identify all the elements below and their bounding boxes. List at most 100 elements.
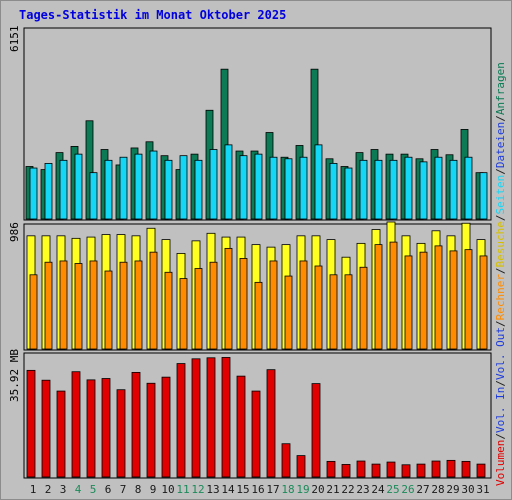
bar-volumen-day-25: [386, 461, 396, 478]
bar-seiten-day-19: [299, 156, 308, 220]
day-label-6: 6: [105, 483, 112, 496]
ymax-label-middle: 986: [8, 222, 21, 242]
bar-volumen-day-2: [41, 379, 51, 478]
day-label-17: 17: [266, 483, 279, 496]
day-label-11: 11: [176, 483, 189, 496]
bar-volumen-day-20: [311, 383, 321, 478]
bar-seiten-day-12: [194, 159, 203, 220]
day-label-8: 8: [135, 483, 142, 496]
day-label-31: 31: [476, 483, 489, 496]
bar-seiten-day-13: [209, 149, 218, 220]
day-label-23: 23: [356, 483, 369, 496]
day-label-18: 18: [281, 483, 294, 496]
day-label-10: 10: [161, 483, 174, 496]
legend-part-7: /: [494, 267, 507, 274]
legend-part-4: Vol. Out: [494, 327, 507, 380]
bar-seiten-day-10: [164, 159, 173, 220]
legend-part-5: /: [494, 320, 507, 327]
bar-volumen-day-16: [251, 390, 261, 478]
bar-seiten-day-11: [179, 155, 188, 220]
legend-part-11: /: [494, 168, 507, 175]
day-label-30: 30: [461, 483, 474, 496]
bar-seiten-day-17: [269, 156, 278, 220]
bar-rechner-day-24: [374, 244, 383, 350]
bar-volumen-day-1: [26, 369, 36, 478]
ymax-label-bottom: 35.92 MB: [8, 349, 21, 402]
bar-seiten-day-1: [29, 167, 38, 220]
right-legend: Volumen/Vol. In/Vol. Out/Rechner/Besuche…: [494, 62, 507, 486]
bar-rechner-day-29: [449, 250, 458, 350]
bar-seiten-day-25: [389, 159, 398, 220]
bar-volumen-day-21: [326, 460, 336, 478]
day-label-25: 25: [386, 483, 399, 496]
bar-volumen-day-22: [341, 464, 351, 478]
bar-volumen-day-26: [401, 464, 411, 478]
legend-part-2: Vol. In: [494, 387, 507, 433]
day-label-13: 13: [206, 483, 219, 496]
day-label-22: 22: [341, 483, 354, 496]
day-label-3: 3: [60, 483, 67, 496]
bar-anfragen-day-5: [85, 120, 94, 220]
bar-seiten-day-7: [119, 156, 128, 220]
bar-volumen-day-24: [371, 463, 381, 478]
bar-rechner-day-28: [434, 245, 443, 350]
day-label-24: 24: [371, 483, 385, 496]
bar-volumen-day-5: [86, 379, 96, 478]
bar-rechner-day-10: [164, 271, 173, 350]
bar-seiten-day-6: [104, 159, 113, 220]
bar-rechner-day-7: [119, 261, 128, 350]
bar-volumen-day-28: [431, 460, 441, 478]
bar-seiten-day-22: [344, 167, 353, 220]
legend-part-6: Rechner: [494, 274, 507, 321]
bars-top: [25, 68, 488, 220]
bar-rechner-day-4: [74, 263, 83, 350]
bar-rechner-day-6: [104, 270, 113, 350]
bar-rechner-day-18: [284, 275, 293, 350]
bar-volumen-day-31: [476, 463, 486, 478]
day-label-4: 4: [75, 483, 82, 496]
bar-volumen-day-4: [71, 371, 81, 478]
bar-rechner-day-20: [314, 265, 323, 350]
bar-rechner-day-13: [209, 261, 218, 350]
bar-rechner-day-19: [299, 260, 308, 350]
bar-volumen-day-23: [356, 460, 366, 478]
day-label-12: 12: [191, 483, 204, 496]
bar-rechner-day-16: [254, 281, 263, 350]
bar-rechner-day-30: [464, 249, 473, 350]
bar-volumen-day-9: [146, 382, 156, 478]
bar-volumen-day-6: [101, 378, 111, 478]
bar-seiten-day-18: [284, 158, 293, 220]
day-label-28: 28: [431, 483, 444, 496]
bar-seiten-day-30: [464, 156, 473, 220]
ymax-label-top: 6151: [8, 26, 21, 53]
bar-seiten-day-26: [404, 156, 413, 220]
legend-part-8: Besuche: [494, 221, 507, 267]
bar-rechner-day-8: [134, 260, 143, 350]
bar-rechner-day-5: [89, 260, 98, 350]
bar-volumen-day-8: [131, 371, 141, 478]
bar-rechner-day-23: [359, 266, 368, 350]
bar-rechner-day-2: [44, 261, 53, 350]
bar-seiten-day-14: [224, 144, 233, 220]
bar-volumen-day-11: [176, 363, 186, 478]
bar-seiten-day-15: [239, 155, 248, 220]
bar-seiten-day-23: [359, 159, 368, 220]
bar-volumen-day-17: [266, 369, 276, 478]
bar-seiten-day-3: [59, 159, 68, 220]
bar-volumen-day-29: [446, 459, 456, 478]
bar-rechner-day-31: [479, 255, 488, 350]
bar-volumen-day-3: [56, 390, 66, 478]
bar-seiten-day-4: [74, 153, 83, 220]
bar-rechner-day-9: [149, 251, 158, 350]
day-label-15: 15: [236, 483, 249, 496]
bars-middle: [26, 221, 488, 350]
bar-rechner-day-26: [404, 255, 413, 350]
bar-anfragen-day-20: [310, 68, 319, 220]
bar-seiten-day-28: [434, 156, 443, 220]
bar-volumen-day-7: [116, 389, 126, 478]
day-label-2: 2: [45, 483, 52, 496]
bar-volumen-day-10: [161, 376, 171, 478]
bar-seiten-day-2: [44, 162, 53, 220]
bar-rechner-day-11: [179, 278, 188, 350]
